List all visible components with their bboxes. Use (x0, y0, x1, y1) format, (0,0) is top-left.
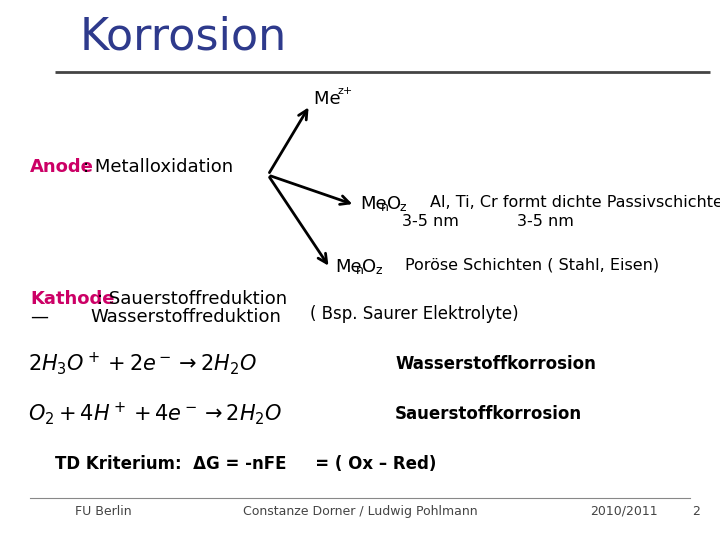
Text: Me: Me (314, 90, 346, 108)
Text: z+: z+ (337, 86, 352, 96)
Text: n: n (381, 201, 389, 214)
Text: ( Bsp. Saurer Elektrolyte): ( Bsp. Saurer Elektrolyte) (310, 305, 518, 323)
Text: Anode: Anode (30, 158, 94, 176)
Text: 2010/2011: 2010/2011 (590, 505, 657, 518)
Text: Kathode: Kathode (30, 290, 114, 308)
Text: 3-5 nm: 3-5 nm (402, 214, 459, 229)
Text: 2: 2 (692, 505, 700, 518)
Text: Al, Ti, Cr formt dichte Passivschichten: Al, Ti, Cr formt dichte Passivschichten (430, 195, 720, 210)
Text: Me: Me (360, 195, 387, 213)
Text: Wasserstoffreduktion: Wasserstoffreduktion (90, 308, 281, 326)
Text: $O_2 + 4H^+ + 4e^- \rightarrow 2H_2O$: $O_2 + 4H^+ + 4e^- \rightarrow 2H_2O$ (28, 400, 282, 427)
Text: Constanze Dorner / Ludwig Pohlmann: Constanze Dorner / Ludwig Pohlmann (243, 505, 477, 518)
Text: —: — (30, 308, 48, 326)
Text: Wasserstoffkorrosion: Wasserstoffkorrosion (395, 355, 596, 373)
Text: : Metalloxidation: : Metalloxidation (83, 158, 233, 176)
Text: O: O (387, 195, 401, 213)
Text: : Sauerstoffreduktion: : Sauerstoffreduktion (97, 290, 287, 308)
Text: 3-5 nm: 3-5 nm (516, 214, 573, 229)
Text: Poröse Schichten ( Stahl, Eisen): Poröse Schichten ( Stahl, Eisen) (405, 258, 659, 273)
Text: z: z (375, 264, 382, 277)
Text: Me: Me (335, 258, 361, 276)
Text: z: z (400, 201, 407, 214)
Text: $2H_3O^+ + 2e^- \rightarrow 2H_2O$: $2H_3O^+ + 2e^- \rightarrow 2H_2O$ (28, 350, 257, 377)
Text: FU Berlin: FU Berlin (75, 505, 132, 518)
Text: Korrosion: Korrosion (80, 15, 287, 58)
Text: TD Kriterium:  ΔG = -nFE     = ( Ox – Red): TD Kriterium: ΔG = -nFE = ( Ox – Red) (55, 455, 436, 473)
Text: Sauerstoffkorrosion: Sauerstoffkorrosion (395, 405, 582, 423)
Text: n: n (356, 264, 364, 277)
Text: O: O (362, 258, 376, 276)
